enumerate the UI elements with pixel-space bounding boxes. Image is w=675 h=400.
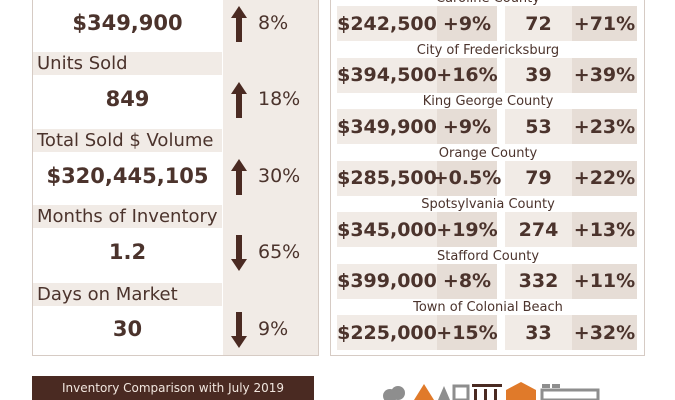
area-name: Stafford County xyxy=(436,248,540,264)
units: 72 xyxy=(505,6,572,41)
arrow-down xyxy=(231,235,247,271)
metric-change: 65% xyxy=(258,241,301,263)
price-change: +15% xyxy=(436,315,498,350)
price: $345,000 xyxy=(337,212,437,247)
metric-change: 18% xyxy=(258,88,301,110)
metric-change: 8% xyxy=(258,12,289,34)
metric-label: Days on Market xyxy=(33,283,222,306)
metric-value: $320,445,105 xyxy=(46,164,209,188)
units: 39 xyxy=(505,57,572,93)
metrics-panel xyxy=(32,0,319,356)
area-name: Caroline County xyxy=(331,0,645,6)
area-name: Orange County xyxy=(438,145,538,161)
arrow-up xyxy=(231,159,247,195)
area-name: Town of Colonial Beach xyxy=(413,300,563,315)
area-name: City of Fredericksburg xyxy=(416,42,560,58)
price: $225,000 xyxy=(337,315,437,350)
price-change: +9% xyxy=(437,6,497,41)
arrow-down xyxy=(231,312,247,348)
units: 274 xyxy=(505,212,572,247)
metric-value: 1.2 xyxy=(108,240,147,264)
units-change: +11% xyxy=(572,263,637,299)
price: $285,500 xyxy=(337,160,437,196)
units-change: +22% xyxy=(572,160,637,196)
units-change: +71% xyxy=(572,6,637,41)
area-name: King George County xyxy=(422,94,554,109)
units: 332 xyxy=(505,263,572,299)
units: 33 xyxy=(505,315,572,350)
price: $399,000 xyxy=(337,263,437,299)
price-change: +0.5% xyxy=(433,160,501,196)
units-change: +32% xyxy=(572,315,637,350)
arrow-up xyxy=(231,6,247,42)
metric-value: 30 xyxy=(112,317,143,341)
metric-label: Total Sold $ Volume xyxy=(33,129,222,152)
units-change: +13% xyxy=(572,212,637,247)
metric-label: Months of Inventory xyxy=(33,205,222,228)
metric-change: 9% xyxy=(258,318,289,340)
units-change: +23% xyxy=(572,109,637,144)
units: 53 xyxy=(505,109,572,144)
banner: Inventory Comparison with July 2019 xyxy=(32,376,314,400)
metric-change: 30% xyxy=(258,165,301,187)
houses-icon xyxy=(383,382,600,400)
price-change: +16% xyxy=(436,57,498,93)
units: 79 xyxy=(505,160,572,196)
metric-label: Units Sold xyxy=(33,52,222,75)
price-change: +9% xyxy=(437,109,497,144)
areas-panel xyxy=(330,0,645,356)
units-change: +39% xyxy=(572,57,637,93)
area-name: Spotsylvania County xyxy=(421,197,555,212)
price-change: +19% xyxy=(436,212,498,247)
arrow-up xyxy=(231,82,247,118)
price-change: +8% xyxy=(437,263,497,299)
metric-value: $349,900 xyxy=(72,11,183,35)
metric-value: 849 xyxy=(105,87,150,111)
price: $394,500 xyxy=(337,57,437,93)
price: $349,900 xyxy=(337,109,437,144)
price: $242,500 xyxy=(337,6,437,41)
